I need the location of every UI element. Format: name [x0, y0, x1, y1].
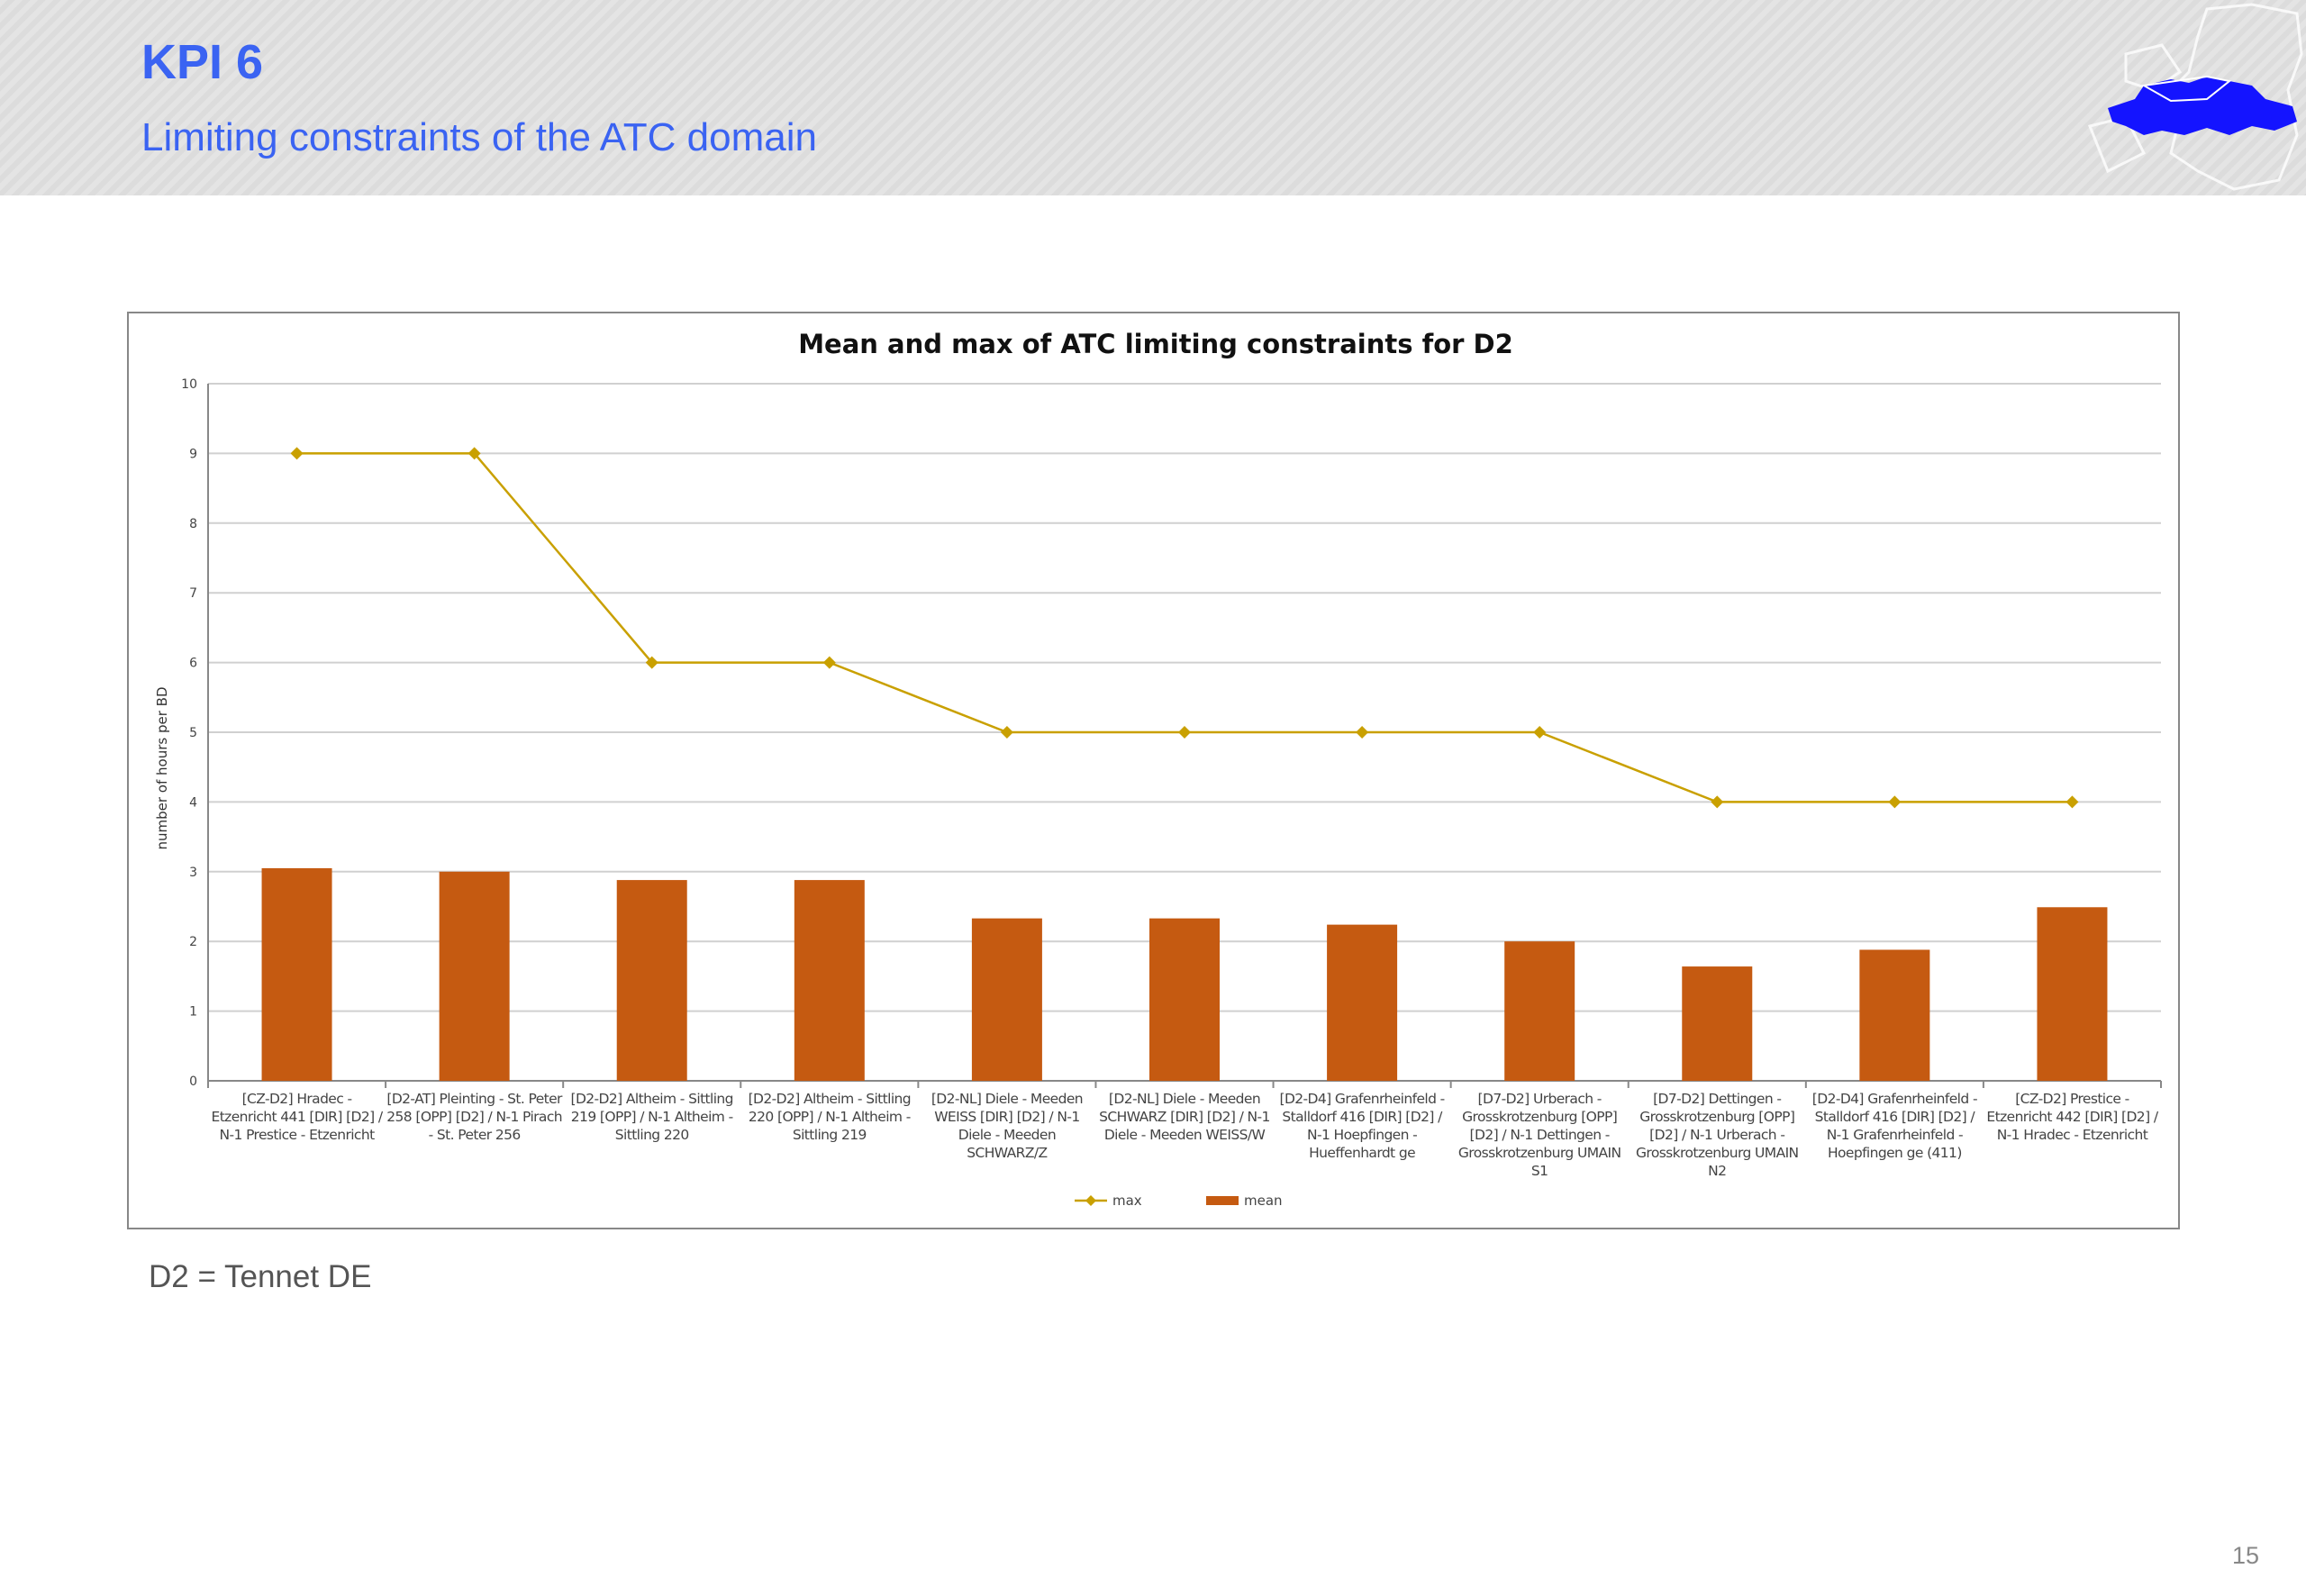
marker-max — [1533, 726, 1547, 739]
marker-max — [1711, 795, 1724, 809]
bar-mean — [1149, 918, 1220, 1081]
marker-max — [290, 447, 304, 460]
bar-mean — [794, 880, 865, 1081]
bar-mean — [1682, 966, 1753, 1081]
header-band: KPI 6 Limiting constraints of the ATC do… — [0, 0, 2306, 195]
y-tick-label: 10 — [181, 377, 197, 392]
marker-max — [1178, 726, 1191, 739]
x-tick-label: [D2-NL] Diele - Meeden WEISS [DIR] [D2] … — [931, 1091, 1084, 1161]
x-tick-label: [D2-D2] Altheim - Sittling 220 [OPP] / N… — [748, 1091, 912, 1143]
y-tick-label: 8 — [189, 517, 197, 531]
x-tick-label: [D2-AT] Pleinting - St. Peter 258 [OPP] … — [386, 1091, 562, 1143]
marker-max — [822, 656, 836, 669]
bar-mean — [1504, 941, 1575, 1081]
legend-max-marker — [1085, 1195, 1096, 1206]
marker-max — [1356, 726, 1369, 739]
x-tick-label: [D7-D2] Urberach - Grosskrotzenburg [OPP… — [1457, 1091, 1621, 1179]
bar-mean — [616, 880, 687, 1081]
x-tick-label: [D2-NL] Diele - Meeden SCHWARZ [DIR] [D2… — [1099, 1091, 1270, 1143]
y-tick-label: 5 — [189, 726, 197, 740]
marker-max — [2065, 795, 2079, 809]
y-tick-label: 4 — [189, 795, 197, 810]
bar-mean — [1327, 924, 1398, 1081]
y-tick-label: 1 — [189, 1005, 197, 1020]
legend-max-label: max — [1112, 1192, 1142, 1209]
page-number: 15 — [2232, 1542, 2260, 1569]
x-tick-label: [D2-D2] Altheim - Sittling 219 [OPP] / N… — [570, 1091, 734, 1143]
marker-max — [1888, 795, 1902, 809]
bar-mean — [2037, 907, 2108, 1081]
europe-map-logo — [2087, 3, 2303, 191]
page-subtitle: Limiting constraints of the ATC domain — [141, 115, 817, 159]
bar-mean — [439, 871, 510, 1081]
marker-max — [645, 656, 658, 669]
chart-title: Mean and max of ATC limiting constraints… — [798, 329, 1513, 359]
marker-max — [468, 447, 481, 460]
x-tick-label: [CZ-D2] Prestice - Etzenricht 442 [DIR] … — [1986, 1091, 2158, 1143]
y-axis-label: number of hours per BD — [154, 686, 170, 849]
x-tick-label: [D2-D4] Grafenrheinfeld - Stalldorf 416 … — [1279, 1091, 1446, 1161]
x-tick-label: [CZ-D2] Hradec - Etzenricht 441 [DIR] [D… — [211, 1091, 384, 1143]
legend-mean-swatch — [1206, 1196, 1239, 1205]
chart: Mean and max of ATC limiting constraints… — [154, 329, 2162, 1209]
y-tick-label: 6 — [189, 657, 197, 671]
y-tick-label: 9 — [189, 447, 197, 461]
footnote: D2 = Tennet DE — [149, 1259, 372, 1294]
y-tick-label: 3 — [189, 866, 197, 880]
bar-mean — [261, 867, 332, 1081]
y-tick-label: 7 — [189, 586, 197, 601]
legend-mean-label: mean — [1244, 1192, 1283, 1209]
bar-mean — [1859, 949, 1930, 1081]
marker-max — [1000, 726, 1013, 739]
chart-container: Mean and max of ATC limiting constraints… — [127, 312, 2180, 1229]
page-title: KPI 6 — [141, 35, 264, 89]
x-tick-label: [D2-D4] Grafenrheinfeld - Stalldorf 416 … — [1811, 1091, 1978, 1161]
y-tick-label: 2 — [189, 935, 197, 949]
line-max — [296, 452, 2073, 803]
y-tick-label: 0 — [189, 1075, 197, 1089]
bar-mean — [971, 918, 1042, 1081]
x-tick-label: [D7-D2] Dettingen - Grosskrotzenburg [OP… — [1635, 1091, 1799, 1179]
